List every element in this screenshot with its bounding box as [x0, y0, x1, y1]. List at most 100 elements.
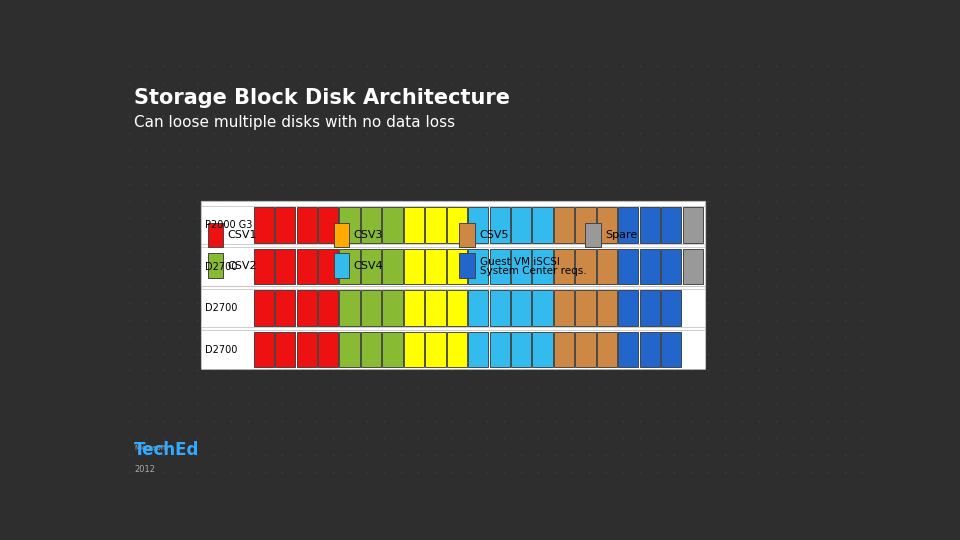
Bar [533, 291, 553, 326]
Bar [446, 332, 467, 367]
Bar [597, 207, 617, 242]
Bar [511, 291, 531, 326]
Bar [202, 201, 706, 286]
Text: Storage Block Disk Architecture: Storage Block Disk Architecture [134, 88, 510, 108]
Bar [554, 249, 574, 284]
Bar [554, 332, 574, 367]
Bar [202, 289, 706, 327]
Bar [618, 332, 638, 367]
Bar [575, 332, 595, 367]
Text: CSV4: CSV4 [353, 261, 383, 271]
Bar [276, 249, 296, 284]
Text: TechEd: TechEd [134, 441, 200, 459]
Bar [661, 291, 682, 326]
Text: D2700: D2700 [205, 261, 238, 272]
Bar [297, 249, 317, 284]
Bar [382, 249, 402, 284]
Bar [490, 332, 510, 367]
Bar [207, 222, 223, 247]
Bar [276, 332, 296, 367]
Bar [361, 207, 381, 242]
Text: D2700: D2700 [205, 303, 238, 313]
Bar [202, 206, 706, 244]
Text: Microsoft: Microsoft [134, 446, 166, 451]
Bar [554, 291, 574, 326]
Text: System Center reqs.: System Center reqs. [480, 266, 587, 276]
Bar [575, 207, 595, 242]
Bar [425, 332, 445, 367]
Bar [202, 247, 706, 286]
Bar [490, 291, 510, 326]
Bar [511, 207, 531, 242]
Bar [575, 249, 595, 284]
Text: P2000 G3: P2000 G3 [205, 220, 252, 230]
Bar [639, 249, 660, 284]
Bar [404, 291, 424, 326]
Bar [361, 332, 381, 367]
Text: CSV3: CSV3 [353, 230, 383, 240]
Bar [276, 207, 296, 242]
Bar [297, 291, 317, 326]
Bar [554, 207, 574, 242]
Bar [207, 253, 223, 278]
Bar [202, 201, 706, 367]
Bar [425, 249, 445, 284]
Bar [575, 291, 595, 326]
Bar [597, 291, 617, 326]
Bar [253, 249, 274, 284]
Bar [511, 332, 531, 367]
Bar [490, 207, 510, 242]
Bar [490, 249, 510, 284]
Bar [586, 222, 601, 247]
Bar [533, 249, 553, 284]
Bar [340, 291, 360, 326]
Text: CSV5: CSV5 [480, 230, 509, 240]
Bar [511, 249, 531, 284]
Bar [533, 332, 553, 367]
Bar [618, 291, 638, 326]
Bar [446, 291, 467, 326]
Bar [297, 332, 317, 367]
Bar [446, 249, 467, 284]
Bar [361, 291, 381, 326]
Text: Guest VM iSCSI: Guest VM iSCSI [480, 257, 560, 267]
Bar [639, 332, 660, 367]
Bar [404, 332, 424, 367]
Text: Can loose multiple disks with no data loss: Can loose multiple disks with no data lo… [134, 115, 455, 130]
Bar [253, 332, 274, 367]
Bar [318, 291, 338, 326]
Bar [683, 249, 703, 284]
Bar [618, 207, 638, 242]
Bar [618, 249, 638, 284]
Bar [318, 249, 338, 284]
Bar [460, 222, 475, 247]
Bar [468, 207, 489, 242]
Bar [340, 249, 360, 284]
Bar [639, 291, 660, 326]
Bar [404, 249, 424, 284]
Bar [683, 207, 703, 242]
Bar [382, 291, 402, 326]
Bar [661, 249, 682, 284]
Bar [597, 332, 617, 367]
Bar [340, 207, 360, 242]
Bar [253, 291, 274, 326]
Bar [253, 207, 274, 242]
Bar [446, 207, 467, 242]
Bar [468, 291, 489, 326]
Text: D2700: D2700 [205, 345, 238, 355]
Bar [460, 253, 475, 278]
Bar [425, 291, 445, 326]
Text: Spare: Spare [606, 230, 637, 240]
Bar [468, 332, 489, 367]
Bar [361, 249, 381, 284]
Bar [297, 207, 317, 242]
Text: CSV1: CSV1 [228, 230, 257, 240]
Bar [661, 332, 682, 367]
Bar [661, 207, 682, 242]
Text: CSV2: CSV2 [228, 261, 257, 271]
Bar [333, 253, 349, 278]
Bar [202, 330, 706, 369]
Bar [333, 222, 349, 247]
Bar [425, 207, 445, 242]
